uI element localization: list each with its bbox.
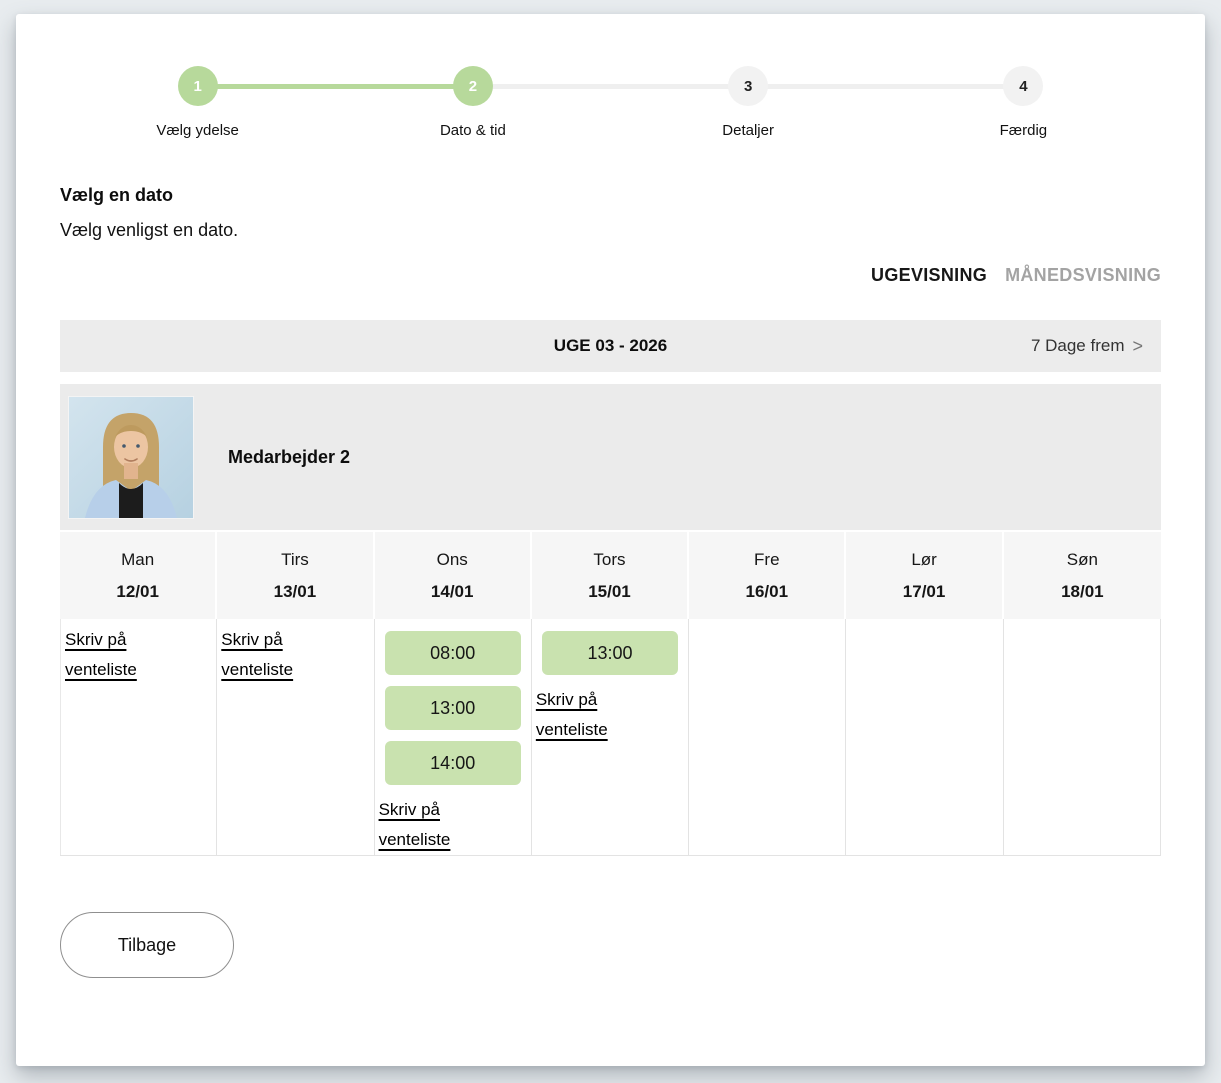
tab-week-view[interactable]: UGEVISNING <box>871 265 988 285</box>
day-header-tirs: Tirs 13/01 <box>217 532 375 619</box>
day-date: 16/01 <box>745 581 789 601</box>
waitlist-link-tirs[interactable]: Skriv på venteliste <box>221 630 294 679</box>
step-3-label: Detaljer <box>722 122 774 139</box>
page-title: Vælg en dato <box>60 185 174 205</box>
calendar-cell-loer <box>846 619 1004 855</box>
step-1-label: Vælg ydelse <box>156 122 239 139</box>
step-3-circle: 3 <box>728 66 769 106</box>
waitlist-link-man[interactable]: Skriv på venteliste <box>65 630 137 679</box>
day-name: Tirs <box>281 549 309 569</box>
week-nav-bar: UGE 03 - 2026 7 Dage frem > <box>60 320 1161 372</box>
step-2-circle: 2 <box>452 66 493 106</box>
stepper-connector-3-4 <box>748 84 1024 89</box>
time-slot-tors-1300[interactable]: 13:00 <box>541 631 679 675</box>
calendar-cell-ons: 08:00 13:00 14:00 Skriv på venteliste <box>375 619 532 855</box>
time-slots-ons: 08:00 13:00 14:00 <box>375 619 531 785</box>
page-subtitle: Vælg venligst en dato. <box>60 220 239 240</box>
stepper-connector-2-3 <box>472 84 749 89</box>
day-header-ons: Ons 14/01 <box>374 532 532 619</box>
calendar-cell-soen <box>1004 619 1161 855</box>
stepper-connector-1-2 <box>197 84 473 89</box>
staff-row: Medarbejder 2 <box>60 384 1161 530</box>
waitlist-link-ons[interactable]: Skriv på venteliste <box>378 800 451 849</box>
day-name: Lør <box>911 549 937 569</box>
day-header-soen: Søn 18/01 <box>1003 532 1161 619</box>
step-4-label: Færdig <box>999 122 1048 139</box>
step-2-dato-tid[interactable]: 2 Dato & tid <box>335 66 610 139</box>
step-2-label: Dato & tid <box>439 122 506 139</box>
day-name: Man <box>121 549 155 569</box>
week-title: UGE 03 - 2026 <box>553 336 668 355</box>
day-date: 15/01 <box>588 581 631 601</box>
day-name: Tors <box>593 549 626 569</box>
calendar-body: Skriv på venteliste Skriv på venteliste … <box>60 619 1161 856</box>
next-7-days-label: 7 Dage frem <box>1030 336 1125 355</box>
calendar-cell-fre <box>689 619 847 855</box>
time-slots-tors: 13:00 <box>532 619 688 675</box>
chevron-right-icon: > <box>1132 336 1143 356</box>
step-4-circle: 4 <box>1003 66 1044 106</box>
staff-name: Medarbejder 2 <box>228 446 351 467</box>
day-name: Søn <box>1066 549 1098 569</box>
calendar-cell-tors: 13:00 Skriv på venteliste <box>532 619 690 855</box>
view-tabs: UGEVISNING MÅNEDSVISNING <box>60 265 1161 286</box>
day-name: Ons <box>436 549 468 569</box>
day-date: 13/01 <box>273 581 317 601</box>
progress-stepper: 1 Vælg ydelse 2 Dato & tid 3 Detaljer 4 … <box>60 66 1161 139</box>
time-slot-ons-0800[interactable]: 08:00 <box>384 631 521 675</box>
next-7-days-button[interactable]: 7 Dage frem > <box>1031 336 1143 356</box>
day-header-fre: Fre 16/01 <box>689 532 847 619</box>
day-date: 12/01 <box>116 581 159 601</box>
step-1-circle: 1 <box>177 66 218 106</box>
calendar-header: Man 12/01 Tirs 13/01 Ons 14/01 Tors 15/0… <box>60 532 1161 619</box>
booking-card: 1 Vælg ydelse 2 Dato & tid 3 Detaljer 4 … <box>16 14 1205 1066</box>
day-date: 14/01 <box>430 581 474 601</box>
day-header-loer: Lør 17/01 <box>846 532 1004 619</box>
day-header-tors: Tors 15/01 <box>531 532 690 619</box>
day-name: Fre <box>754 549 780 569</box>
waitlist-link-tors[interactable]: Skriv på venteliste <box>535 690 608 739</box>
time-slot-ons-1300[interactable]: 13:00 <box>384 686 521 730</box>
time-slot-ons-1400[interactable]: 14:00 <box>384 741 521 785</box>
step-3-detaljer: 3 Detaljer <box>611 66 886 139</box>
calendar-cell-man: Skriv på venteliste <box>60 619 218 855</box>
staff-photo <box>69 396 193 518</box>
back-button[interactable]: Tilbage <box>60 912 234 978</box>
tab-month-view[interactable]: MÅNEDSVISNING <box>1005 265 1161 285</box>
day-date: 18/01 <box>1061 581 1104 601</box>
step-4-faerdig: 4 Færdig <box>886 66 1161 139</box>
day-date: 17/01 <box>902 581 946 601</box>
day-header-man: Man 12/01 <box>60 532 218 619</box>
calendar-cell-tirs: Skriv på venteliste <box>217 619 375 855</box>
step-1-vaelg-ydelse[interactable]: 1 Vælg ydelse <box>60 66 335 139</box>
